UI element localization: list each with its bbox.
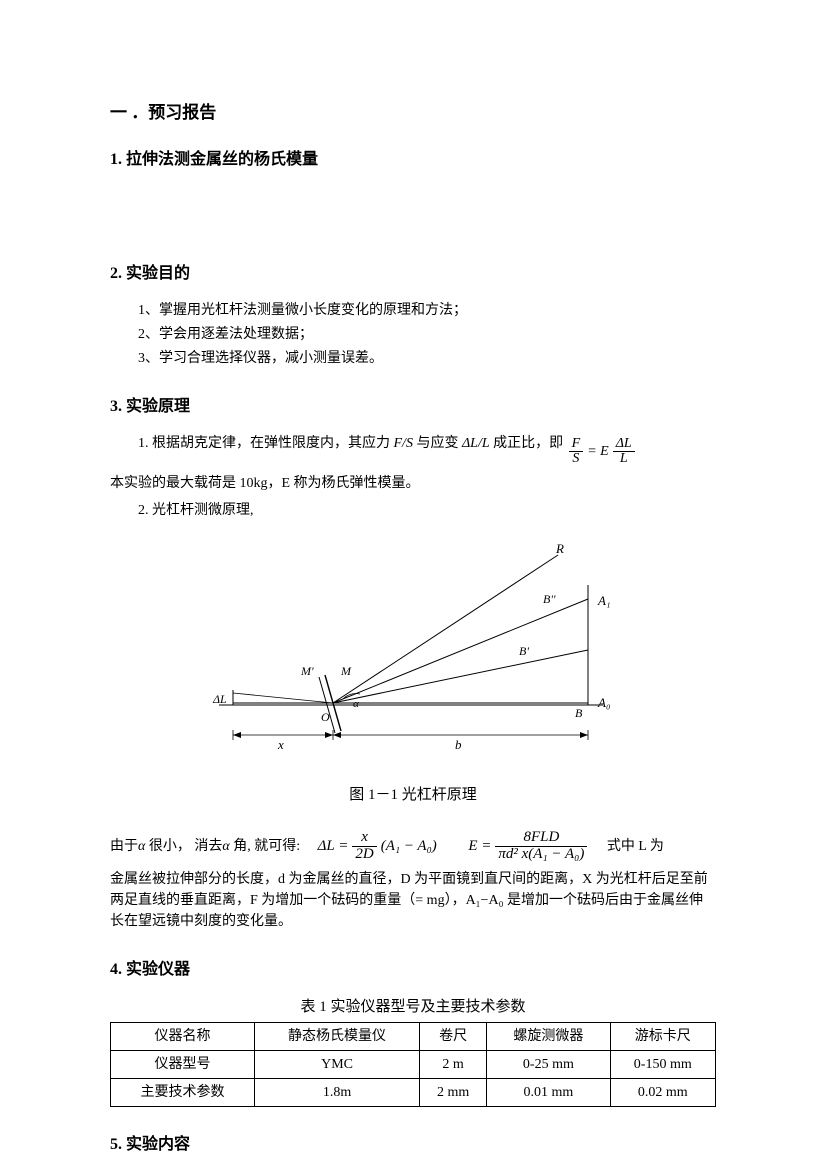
- principle-line-5: 金属丝被拉伸部分的长度，d 为金属丝的直径，D 为平面镜到直尺间的距离，X 为光…: [110, 869, 716, 932]
- eq2-frac: x 2D: [352, 830, 376, 863]
- frac-fs-den: S: [569, 452, 584, 467]
- lbl-bprime: B': [519, 644, 529, 658]
- principle-line-4: 由于α 很小， 消去α 角, 就可得: ΔL = x 2D (A₁ − A₀) …: [110, 830, 716, 863]
- eq-mid: = E: [587, 441, 609, 462]
- th-0: 仪器名称: [111, 1023, 255, 1051]
- purpose-item-3: 3、学习合理选择仪器，减小测量误差。: [138, 348, 716, 369]
- eq3-pre: E =: [468, 835, 491, 858]
- lbl-mprime: M': [300, 664, 314, 678]
- th-1: 静态杨氏模量仪: [255, 1023, 420, 1051]
- math-dll: ΔL/L: [462, 436, 490, 451]
- purpose-item-2: 2、学会用逐差法处理数据；: [138, 324, 716, 345]
- section-principle-title: 3. 实验原理: [110, 395, 716, 419]
- table-header-row: 仪器名称 静态杨氏模量仪 卷尺 螺旋测微器 游标卡尺: [111, 1023, 716, 1051]
- lbl-x: x: [277, 737, 284, 752]
- eq-youngs-modulus: E = 8FLD πd² x(A₁ − A₀): [468, 830, 589, 863]
- td-r1c3: 0-25 mm: [487, 1051, 610, 1079]
- td-r2c1: 1.8m: [255, 1079, 420, 1107]
- td-r2c2: 2 mm: [419, 1079, 486, 1107]
- eq-hooke: F S = E ΔL L: [567, 437, 637, 467]
- eq2-num: x: [352, 830, 376, 847]
- th-3: 螺旋测微器: [487, 1023, 610, 1051]
- th-2: 卷尺: [419, 1023, 486, 1051]
- section-purpose-title: 2. 实验目的: [110, 262, 716, 286]
- figure-optical-lever: O M' M α A₁ A₀ R B' B'' B ΔL x: [110, 535, 716, 772]
- svg-text:O: O: [321, 710, 330, 724]
- eq2-den: 2D: [352, 847, 376, 863]
- lbl-alpha: α: [353, 698, 359, 710]
- table-row: 主要技术参数 1.8m 2 mm 0.01 mm 0.02 mm: [111, 1079, 716, 1107]
- section-experiment-title: 1. 拉伸法测金属丝的杨氏模量: [110, 148, 716, 172]
- principle-line-2: 本实验的最大载荷是 10kg，E 称为杨氏弹性模量。: [110, 473, 716, 494]
- table-caption: 表 1 实验仪器型号及主要技术参数: [110, 996, 716, 1019]
- text-hooke-a: 1. 根据胡克定律，在弹性限度内，其应力: [138, 436, 390, 451]
- lbl-b: B: [575, 706, 583, 720]
- purpose-item-1: 1、掌握用光杠杆法测量微小长度变化的原理和方法；: [138, 300, 716, 321]
- lbl-bdim: b: [455, 737, 462, 752]
- principle-line-3: 2. 光杠杆测微原理,: [138, 500, 716, 521]
- td-r1c2: 2 m: [419, 1051, 486, 1079]
- lbl-a1: A₁: [597, 593, 610, 608]
- section-chapter-title: 一 ．预习报告: [110, 100, 716, 126]
- eq3-frac: 8FLD πd² x(A₁ − A₀): [495, 830, 587, 863]
- frac-fs-num: F: [569, 437, 584, 453]
- lbl-dl: ΔL: [212, 692, 227, 706]
- text-where-l: 式中 L 为: [607, 839, 664, 854]
- instruments-table: 仪器名称 静态杨氏模量仪 卷尺 螺旋测微器 游标卡尺 仪器型号 YMC 2 m …: [110, 1022, 716, 1107]
- table-row: 仪器型号 YMC 2 m 0-25 mm 0-150 mm: [111, 1051, 716, 1079]
- text-hooke-c: 成正比，即: [493, 436, 563, 451]
- eq3-den: πd² x(A₁ − A₀): [495, 847, 587, 863]
- eq3-num: 8FLD: [495, 830, 587, 847]
- td-r1c0: 仪器型号: [111, 1051, 255, 1079]
- td-r1c1: YMC: [255, 1051, 420, 1079]
- lbl-a0: A₀: [597, 695, 610, 710]
- td-r2c0: 主要技术参数: [111, 1079, 255, 1107]
- lbl-m: M: [340, 664, 352, 678]
- frac-dll-num: ΔL: [613, 437, 635, 453]
- lbl-bpp: B'': [543, 592, 556, 606]
- lbl-r: R: [555, 541, 564, 556]
- td-r2c4: 0.02 mm: [610, 1079, 715, 1107]
- eq-delta-l: ΔL = x 2D (A₁ − A₀): [318, 830, 437, 863]
- text-alpha-c: 角, 就可得:: [233, 839, 300, 854]
- frac-dll: ΔL L: [613, 437, 635, 467]
- td-r2c3: 0.01 mm: [487, 1079, 610, 1107]
- eq2-tail: (A₁ − A₀): [381, 835, 437, 858]
- alpha-1: α: [138, 839, 145, 854]
- th-4: 游标卡尺: [610, 1023, 715, 1051]
- alpha-2: α: [222, 839, 229, 854]
- text-alpha-b: 很小， 消去: [149, 839, 223, 854]
- text-hooke-b: 与应变: [416, 436, 458, 451]
- text-alpha-a: 由于: [110, 839, 138, 854]
- math-fs: F/S: [394, 436, 413, 451]
- frac-dll-den: L: [613, 452, 635, 467]
- figure-caption: 图 1－1 光杠杆原理: [110, 784, 716, 807]
- td-r1c4: 0-150 mm: [610, 1051, 715, 1079]
- principle-line-1: 1. 根据胡克定律，在弹性限度内，其应力 F/S 与应变 ΔL/L 成正比，即 …: [138, 433, 716, 467]
- eq2-pre: ΔL =: [318, 835, 349, 858]
- section-content-title: 5. 实验内容: [110, 1133, 716, 1157]
- section-instruments-title: 4. 实验仪器: [110, 958, 716, 982]
- frac-fs: F S: [569, 437, 584, 467]
